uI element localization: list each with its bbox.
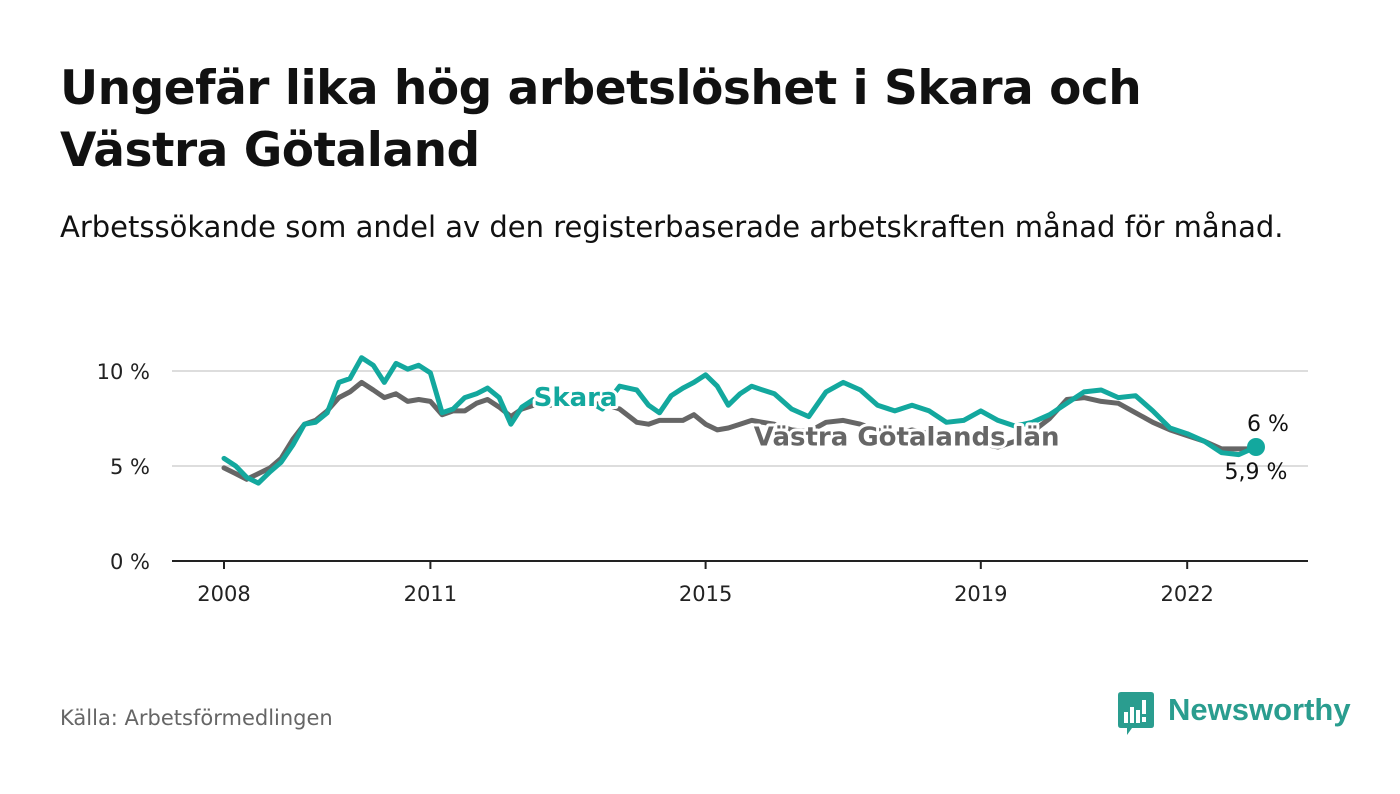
series-line-vastra-gotaland bbox=[221, 379, 1259, 482]
y-tick-label: 0 % bbox=[110, 550, 150, 574]
x-tick-label: 2015 bbox=[679, 582, 732, 606]
chart-subtitle: Arbetssökande som andel av den registerb… bbox=[60, 210, 1284, 244]
series-label-vastra-gotaland: Västra Götalands län bbox=[754, 423, 1060, 453]
x-tick-label: 2022 bbox=[1160, 582, 1213, 606]
chart-title: Ungefär lika hög arbetslöshet i Skara oc… bbox=[60, 61, 1142, 178]
line-chart: 0 % 5 % 10 % 2008 2011 2015 2019 2022 Skara Vä… bbox=[97, 355, 1308, 606]
source-note: Källa: Arbetsförmedlingen bbox=[60, 706, 333, 730]
x-tick-label: 2011 bbox=[404, 582, 457, 606]
y-axis-ticks: 0 % 5 % 10 % bbox=[97, 360, 150, 574]
y-tick-label: 10 % bbox=[97, 360, 150, 384]
series-label-skara: Skara bbox=[534, 383, 618, 413]
series-line-skara bbox=[221, 355, 1259, 486]
end-value-label-skara: 6 % bbox=[1247, 412, 1289, 437]
x-axis-ticks: 2008 2011 2015 2019 2022 bbox=[197, 561, 1214, 606]
end-value-label-vastra-gotaland: 5,9 % bbox=[1225, 460, 1288, 485]
x-tick-label: 2008 bbox=[197, 582, 250, 606]
end-point-skara bbox=[1247, 438, 1265, 456]
brand-name: Newsworthy bbox=[1168, 692, 1351, 727]
newsworthy-logo-icon bbox=[1118, 692, 1154, 735]
gridlines bbox=[172, 370, 1308, 467]
y-tick-label: 5 % bbox=[110, 455, 150, 479]
x-tick-label: 2019 bbox=[954, 582, 1007, 606]
